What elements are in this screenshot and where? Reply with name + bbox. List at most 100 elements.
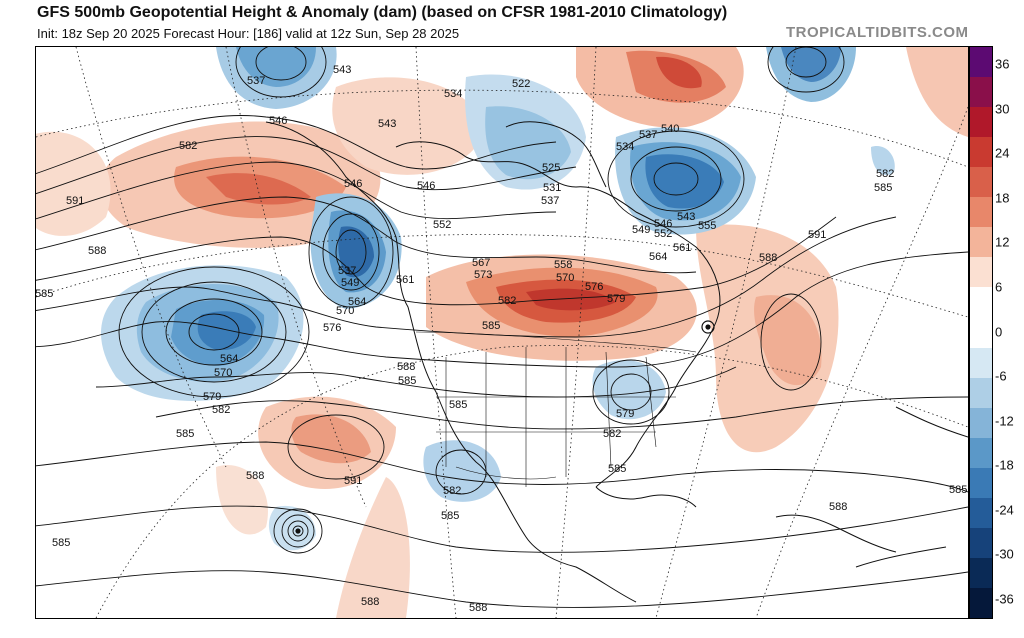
contour-label: 570 (556, 272, 574, 284)
contour-label: 525 (542, 162, 560, 174)
contour-label: 555 (698, 220, 716, 232)
chart-title: GFS 500mb Geopotential Height & Anomaly … (37, 4, 728, 21)
contour-label: 576 (585, 281, 603, 293)
colorbar-swatch (970, 197, 992, 228)
colorbar-swatch (970, 557, 992, 589)
contour-label: 546 (344, 178, 362, 190)
colorbar-tick-label: 12 (995, 234, 1010, 250)
colorbar-swatch (970, 317, 992, 349)
colorbar-swatch (970, 257, 992, 288)
colorbar-swatch (970, 467, 992, 499)
contour-label: 522 (512, 78, 530, 90)
colorbar-tick-label: 18 (995, 190, 1010, 206)
colorbar-swatch (970, 407, 992, 439)
colorbar-swatch (970, 497, 992, 529)
colorbar-tick-label: 30 (995, 101, 1010, 117)
colorbar-swatch (970, 77, 992, 108)
contour-label: 561 (673, 242, 691, 254)
contour-label: 588 (246, 470, 264, 482)
contour-label: 531 (543, 182, 561, 194)
contour-label: 588 (397, 361, 415, 373)
colorbar-swatch (970, 167, 992, 198)
contour-label: 588 (759, 252, 777, 264)
colorbar-tick-label: -18 (995, 457, 1014, 473)
negative-anomaly-layer (101, 47, 895, 551)
map-panel: 537 543 546 543 534 522 537 540 534 582 … (35, 46, 969, 619)
colorbar-swatch (970, 287, 992, 318)
latlon-grid (36, 47, 968, 618)
colorbar-swatch (970, 527, 992, 559)
colorbar-swatch (970, 437, 992, 469)
contour-label: 537 (639, 129, 657, 141)
hurricane-symbols (295, 320, 715, 534)
contour-label: 549 (632, 224, 650, 236)
contour-label: 570 (214, 367, 232, 379)
contour-label: 579 (607, 293, 625, 305)
political-borders (415, 331, 697, 487)
contour-label: 585 (36, 288, 53, 300)
anomaly-colorbar (969, 46, 993, 619)
contour-label: 546 (654, 218, 672, 230)
colorbar-swatch (970, 377, 992, 409)
contour-label: 543 (333, 64, 351, 76)
contour-label: 537 (541, 195, 559, 207)
contour-label: 585 (176, 428, 194, 440)
contour-label: 585 (52, 537, 70, 549)
contour-label: 564 (649, 251, 667, 263)
contour-label: 546 (417, 180, 435, 192)
colorbar-tick-label: -24 (995, 502, 1014, 518)
contour-label: 573 (474, 269, 492, 281)
colorbar-swatch (970, 587, 992, 619)
contour-label: 588 (469, 602, 487, 614)
contour-label: 537 (338, 265, 356, 277)
contour-label: 576 (323, 322, 341, 334)
colorbar-swatch (970, 47, 992, 78)
chart-subtitle: Init: 18z Sep 20 2025 Forecast Hour: [18… (37, 26, 460, 41)
contour-label: 588 (361, 596, 379, 608)
contour-label: 558 (554, 259, 572, 271)
colorbar-swatch (970, 227, 992, 258)
contour-label: 552 (654, 228, 672, 240)
contour-label: 582 (498, 295, 516, 307)
colorbar-swatch (970, 137, 992, 168)
contour-label: 534 (444, 88, 462, 100)
colorbar-tick-label: 6 (995, 279, 1003, 295)
contour-label: 588 (829, 501, 847, 513)
contour-label: 564 (220, 353, 238, 365)
contour-label: 585 (608, 463, 626, 475)
contour-label: 582 (212, 404, 230, 416)
contour-label: 585 (874, 182, 892, 194)
contour-label: 579 (616, 408, 634, 420)
contour-label: 546 (269, 115, 287, 127)
contour-label: 585 (949, 484, 967, 496)
colorbar-tick-label: 24 (995, 145, 1010, 161)
contour-label: 540 (661, 123, 679, 135)
contour-label: 585 (441, 510, 459, 522)
colorbar-tick-label: -30 (995, 546, 1014, 562)
contour-label: 570 (336, 305, 354, 317)
colorbar-swatch (970, 347, 992, 379)
contour-label: 543 (677, 211, 695, 223)
colorbar-swatch (970, 107, 992, 138)
contour-label: 534 (616, 141, 634, 153)
contour-label: 537 (247, 75, 265, 87)
contour-label: 567 (472, 257, 490, 269)
contour-label: 585 (482, 320, 500, 332)
contour-label: 588 (88, 245, 106, 257)
contour-label: 591 (66, 195, 84, 207)
contour-label: 591 (344, 475, 362, 487)
contour-label: 552 (433, 219, 451, 231)
watermark-text: TROPICALTIDBITS.COM (786, 24, 969, 41)
colorbar-tick-label: 36 (995, 56, 1010, 72)
colorbar-tick-label: -12 (995, 413, 1014, 429)
contour-label: 561 (396, 274, 414, 286)
contour-label: 543 (378, 118, 396, 130)
colorbar-tick-label: -6 (995, 368, 1007, 384)
contour-label: 582 (603, 428, 621, 440)
contour-label: 579 (203, 391, 221, 403)
contour-label: 591 (808, 229, 826, 241)
contour-label: 564 (348, 296, 366, 308)
contour-label: 582 (179, 140, 197, 152)
map-svg: 537 543 546 543 534 522 537 540 534 582 … (36, 47, 968, 618)
contour-label: 582 (443, 485, 461, 497)
